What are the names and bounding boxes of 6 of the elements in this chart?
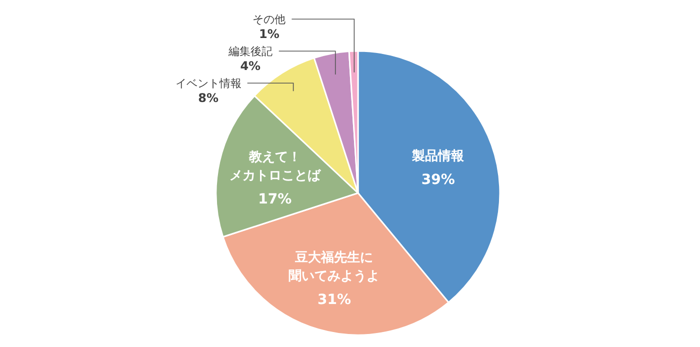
data-label: 8% (198, 91, 219, 106)
data-label: 1% (259, 27, 280, 42)
slice-label: 編集後記 (227, 45, 272, 58)
slice-label: イベント情報 (175, 77, 242, 90)
data-label: 4% (240, 59, 261, 74)
slice-label: その他 (252, 13, 286, 26)
